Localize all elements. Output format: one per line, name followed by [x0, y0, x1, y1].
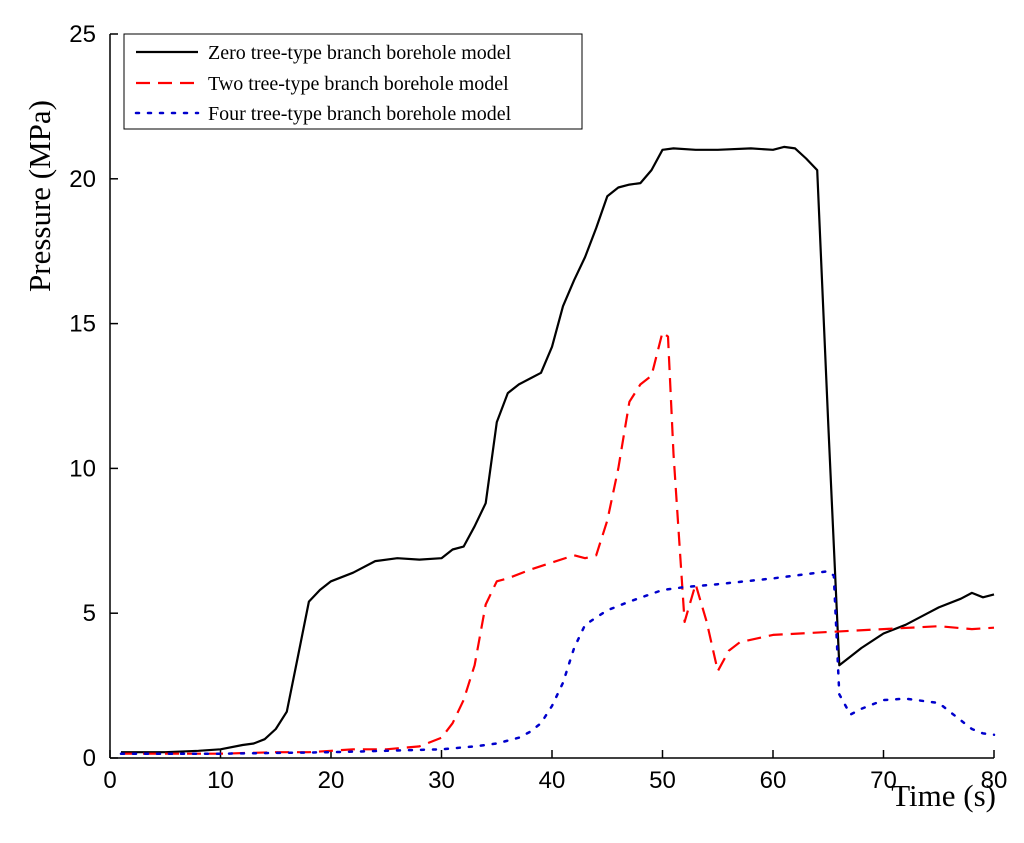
- y-axis-title: Pressure (MPa): [22, 100, 57, 292]
- y-tick-label: 20: [69, 166, 96, 193]
- tick-labels: 0 10 20 30 40 50 60 70 80 0 5 10 15 20 25: [69, 21, 1007, 794]
- x-tick-label: 70: [870, 767, 897, 794]
- y-tick-label: 5: [83, 600, 96, 627]
- legend-box: [123, 33, 583, 130]
- y-tick-label: 0: [83, 745, 96, 772]
- x-tick-label: 40: [539, 767, 566, 794]
- series-line-two: [121, 331, 995, 755]
- series-line-four: [119, 569, 996, 755]
- series-layer: [119, 145, 996, 755]
- legend-label-two: Two tree-type branch borehole model: [208, 73, 509, 95]
- legend-label-zero: Zero tree-type branch borehole model: [208, 42, 512, 64]
- x-tick-label: 10: [207, 767, 234, 794]
- x-tick-label: 50: [649, 767, 676, 794]
- axis-ticks: [109, 33, 995, 759]
- legend-label-four: Four tree-type branch borehole model: [208, 103, 512, 125]
- x-axis-title: Time (s): [891, 778, 996, 813]
- y-tick-label: 25: [69, 21, 96, 48]
- y-tick-label: 15: [69, 311, 96, 338]
- legend: Zero tree-type branch borehole model Two…: [123, 33, 583, 130]
- y-tick-label: 10: [69, 455, 96, 482]
- series-line-zero: [121, 145, 995, 754]
- x-tick-label: 60: [760, 767, 787, 794]
- x-tick-label: 20: [318, 767, 345, 794]
- x-tick-label: 30: [428, 767, 455, 794]
- x-tick-label: 80: [981, 767, 1008, 794]
- x-tick-label: 0: [103, 767, 116, 794]
